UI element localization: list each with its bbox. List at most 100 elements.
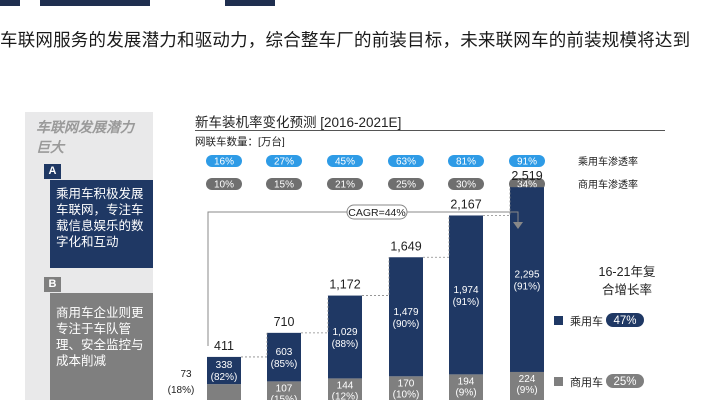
step-connector [362,257,390,296]
pc-penetration-value: 91% [517,157,537,168]
header-fragment [225,0,275,6]
cv-penetration-value: 25% [396,180,416,191]
y-axis-label: 网联车数量：[万台] [195,135,285,148]
cagr-cv-value: 25% [613,376,636,388]
cv-share-label: (12%) [332,391,359,400]
cv-value-label: 170 [398,378,415,389]
cagr-arrowhead [513,222,523,229]
cagr-title: 合增长率 [602,282,652,297]
tag-a: A [44,164,61,179]
pc-value-label: 1,479 [393,307,418,318]
pc-penetration-value: 81% [456,157,476,168]
legend-cv-swatch [554,377,563,386]
side-panel: 车联网发展潜力巨大 A 乘用车积极发展车联网，专注车载信息娱乐的数字化和互动 B… [25,112,153,400]
pc-bar [267,332,301,382]
cv-penetration-pill [509,178,545,190]
pc-value-label: 603 [276,347,293,358]
pc-value-label: 1,974 [453,285,478,296]
total-label: 411 [214,339,234,353]
step-connector [301,295,329,334]
cv-bar [328,378,362,400]
pc-value-label: 2,295 [514,270,539,281]
pc-penetration-pill [388,155,424,167]
step-connector [423,215,450,258]
cv-penetration-value: 30% [456,180,476,191]
cv-value-label: 73 [180,369,192,380]
passenger-car-box: 乘用车积极发展车联网，专注车载信息娱乐的数字化和互动 [50,180,153,268]
cv-share-label: (9%) [455,387,476,398]
cv-value-label: 224 [519,374,536,385]
pc-value-label: 338 [216,360,233,371]
top-header-strip [0,0,713,12]
total-label: 710 [274,315,295,329]
cv-bar [510,371,544,400]
legend-pc-swatch [554,316,563,325]
pc-penetration-pill [509,155,545,167]
pc-bar [449,215,483,375]
legend-cv-label: 商用车 [570,375,603,389]
pc-penetration-value: 63% [396,157,416,168]
pc-bar [389,257,423,377]
pc-bar [207,356,241,385]
cv-penetration-value: 15% [274,180,294,191]
pc-penetration-value: 45% [335,157,355,168]
commercial-car-box: 商用车企业则更专注于车队管理、安全监控与成本削减 [50,293,153,400]
pc-bar [510,187,544,372]
pc-penetration-value: 27% [274,157,294,168]
pc-penetration-value: 16% [214,157,234,168]
chart-title-rule [195,130,665,131]
cv-value-label: 107 [276,383,293,394]
pc-penetration-pill [206,155,242,167]
chart-title: 新车装机率变化预测 [2016-2021E] [195,115,402,130]
cagr-label: CAGR=44% [348,207,405,219]
tag-b: B [44,277,61,292]
cagr-cv-pill [606,374,644,388]
cv-share-label: (15%) [271,394,298,400]
pc-share-label: (90%) [393,319,420,330]
cv-value-label: 144 [337,380,354,391]
header-fragment [40,0,150,6]
cagr-badge [346,204,408,220]
pc-share-label: (82%) [211,372,238,383]
pc-share-label: (91%) [514,282,541,293]
pc-share-label: (85%) [271,359,298,370]
cv-penetration-value: 10% [214,180,234,191]
cv-bar [389,376,423,400]
cv-penetration-pill [388,178,424,190]
cv-penetration-label: 商用车渗透率 [578,178,638,191]
cv-bar [267,381,301,400]
step-connector [483,187,511,216]
cv-penetration-value: 21% [335,180,355,191]
total-label: 1,649 [390,239,421,253]
cv-bar [449,374,483,400]
cv-value-label: 194 [458,376,475,387]
cagr-pc-pill [606,313,644,327]
pc-bar [328,295,362,379]
cv-penetration-pill [266,178,302,190]
cv-share-label: (9%) [516,385,537,396]
cagr-pc-value: 47% [613,315,636,327]
legend-pc-label: 乘用车 [570,314,603,328]
side-panel-title: 车联网发展潜力巨大 [36,119,134,155]
pc-penetration-label: 乘用车渗透率 [578,155,638,168]
pc-penetration-pill [448,155,484,167]
pc-penetration-pill [327,155,363,167]
cv-penetration-pill [448,178,484,190]
cv-share-label: (10%) [393,389,420,400]
header-fragment [0,0,20,6]
cv-share-label: (18%) [168,385,195,396]
step-connector [241,332,268,358]
cv-penetration-pill [206,178,242,190]
cv-penetration-pill [327,178,363,190]
cv-bar [207,384,241,400]
total-label: 2,167 [450,197,481,211]
pc-share-label: (91%) [453,297,480,308]
pc-penetration-pill [266,155,302,167]
cv-penetration-value: 34% [517,180,537,191]
pc-value-label: 1,029 [332,327,357,338]
cagr-title: 16-21年复 [599,265,656,279]
pc-share-label: (88%) [332,339,359,350]
total-label: 1,172 [329,278,360,292]
intro-text: 车联网服务的发展潜力和驱动力，综合整车厂的前装目标，未来联网车的前装规模将达到 [0,30,691,50]
